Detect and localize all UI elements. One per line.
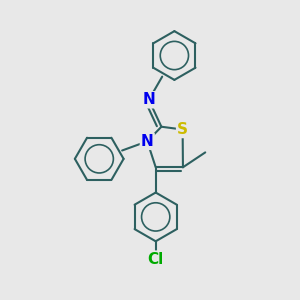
Text: N: N	[141, 134, 154, 149]
Text: Cl: Cl	[148, 252, 164, 267]
Text: S: S	[177, 122, 188, 137]
Text: N: N	[142, 92, 155, 107]
